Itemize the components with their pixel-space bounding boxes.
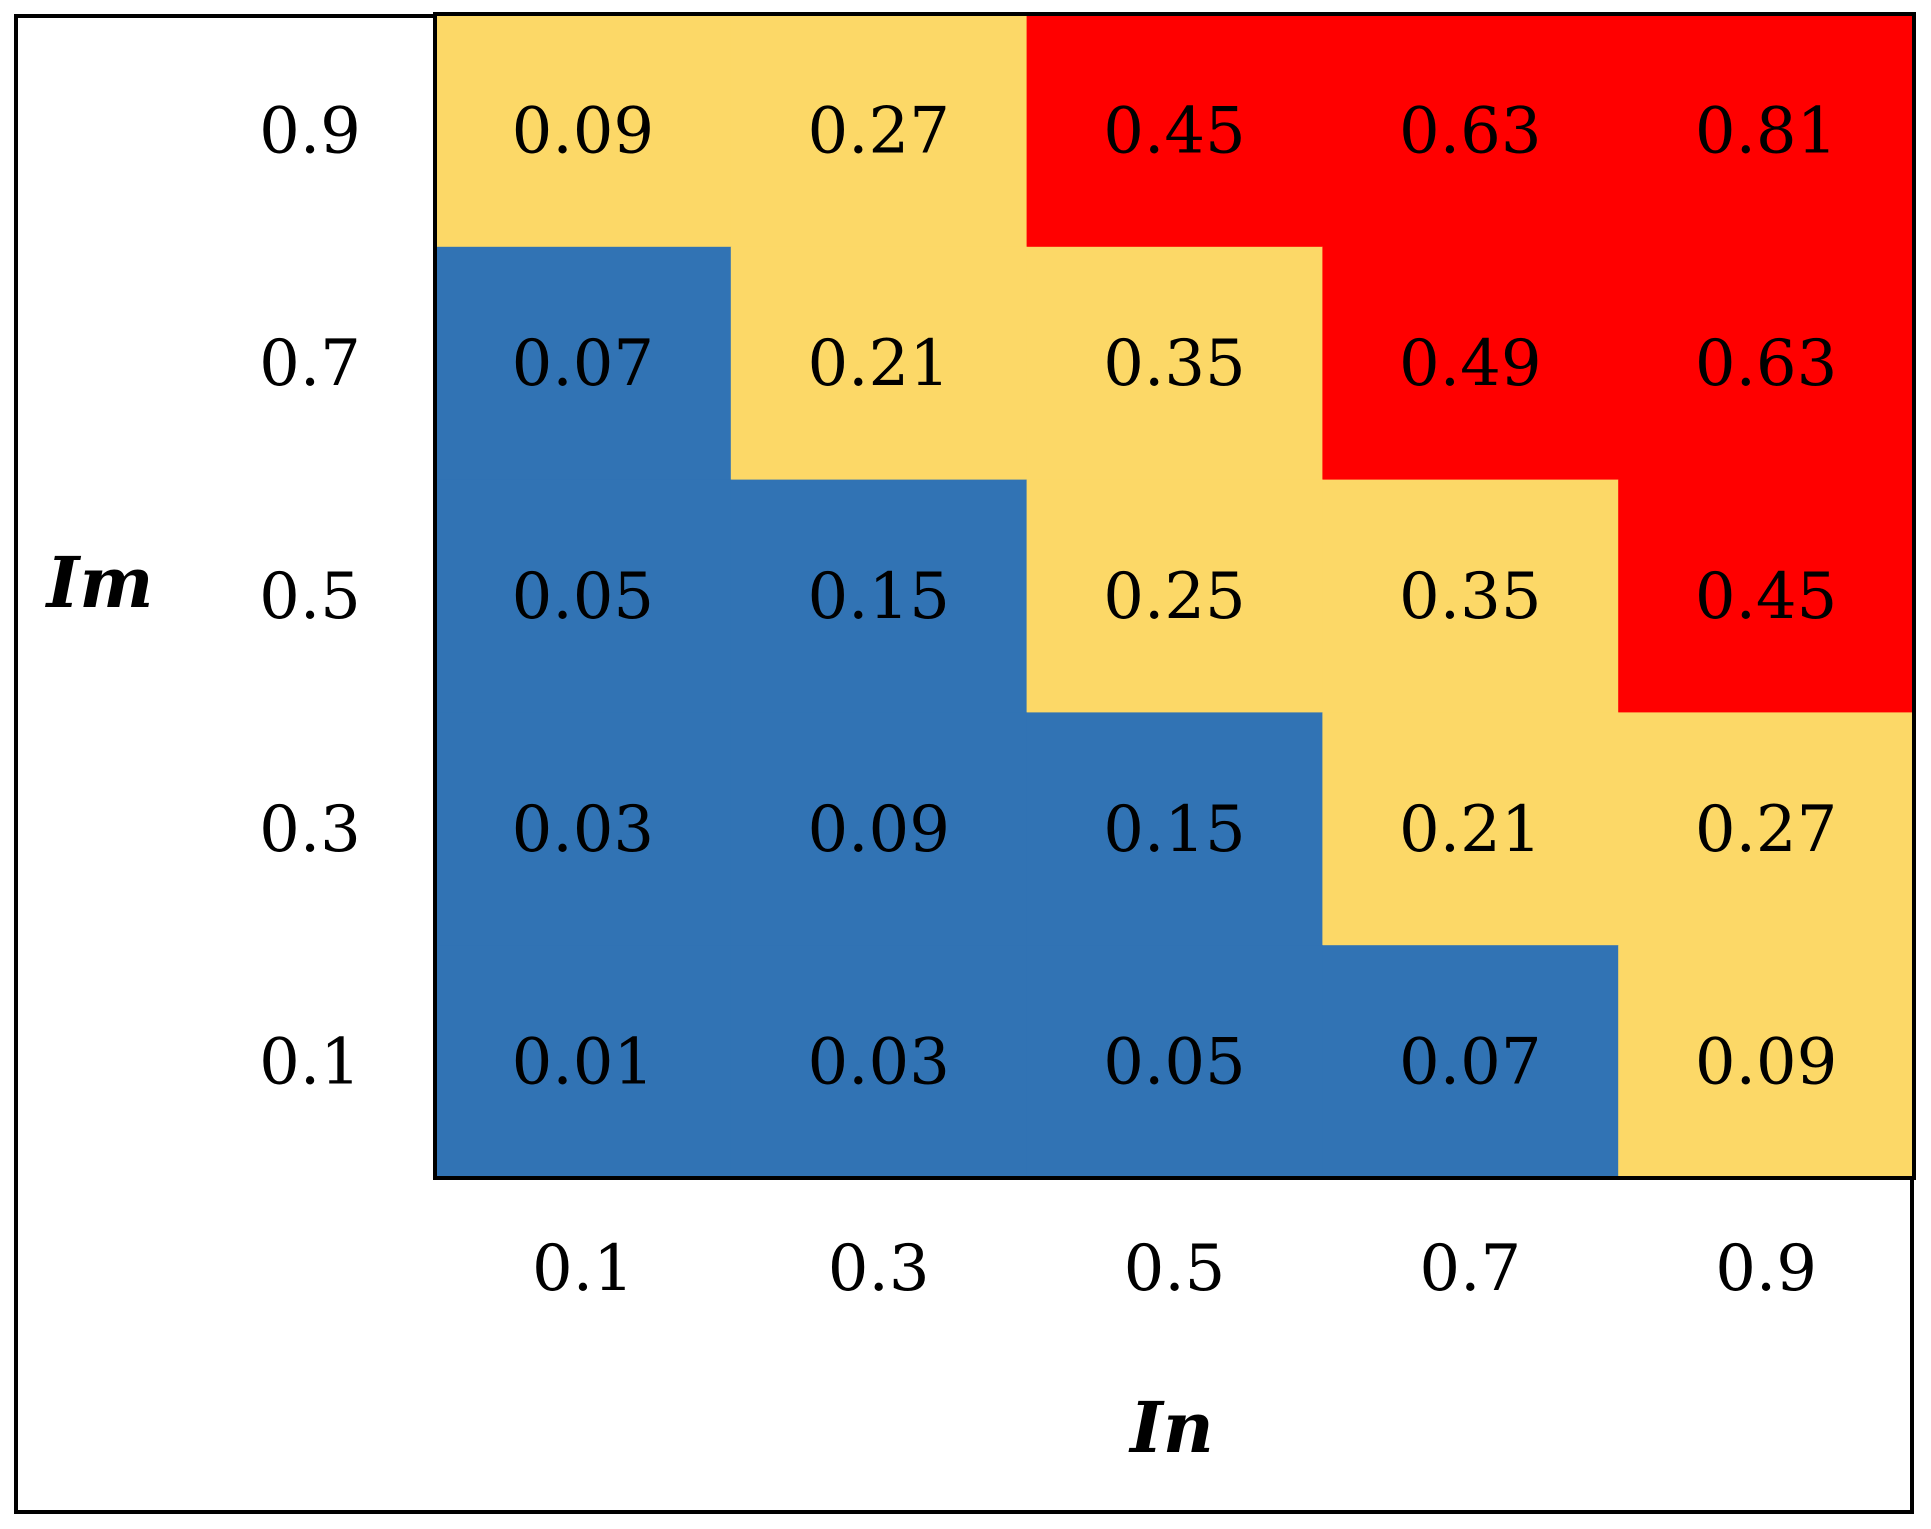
heatmap-cell-r1-c0 xyxy=(435,246,732,481)
cells-layer xyxy=(435,14,1915,1179)
heatmap-cell-r4-c3 xyxy=(1322,945,1619,1179)
cell-value-label: 0.27 xyxy=(807,94,950,168)
cell-value-label: 0.05 xyxy=(512,560,655,634)
plot-border xyxy=(433,12,1916,1180)
cell-value-label: 0.05 xyxy=(1103,1026,1246,1100)
cell-value-label: 0.01 xyxy=(512,1026,655,1100)
cell-value-label: 0.35 xyxy=(1103,327,1246,401)
heatmap-cell-r3-c4 xyxy=(1618,712,1915,946)
cell-value-label: 0.35 xyxy=(1399,560,1542,634)
heatmap-cell-r1-c3 xyxy=(1322,246,1619,481)
heatmap-cell-r3-c3 xyxy=(1322,712,1619,946)
x-axis-ticks: 0.1 0.3 0.5 0.7 0.9 xyxy=(532,1232,1817,1306)
cell-value-label: 0.63 xyxy=(1695,327,1838,401)
cell-value-label: 0.49 xyxy=(1399,327,1542,401)
heatmap-cell-r2-c3 xyxy=(1322,479,1619,713)
cell-value-label: 0.07 xyxy=(512,327,655,401)
cell-value-label: 0.03 xyxy=(512,793,655,867)
heatmap-cell-r1-c4 xyxy=(1618,246,1915,481)
cell-value-label: 0.81 xyxy=(1695,94,1838,168)
cell-value-label: 0.09 xyxy=(1695,1026,1838,1100)
heatmap-cell-r0-c4 xyxy=(1618,14,1915,248)
heatmap-cell-r0-c1 xyxy=(730,14,1028,248)
x-tick-label: 0.3 xyxy=(828,1232,930,1306)
y-tick-label: 0.3 xyxy=(259,793,361,867)
y-tick-label: 0.1 xyxy=(259,1026,361,1100)
labels-layer: 0.09 0.27 0.45 0.63 0.81 0.07 0.21 0.35 0.49 0.63… xyxy=(512,94,1838,1099)
cell-value-label: 0.03 xyxy=(807,1026,950,1100)
heatmap-cell-r3-c2 xyxy=(1026,712,1323,946)
y-axis-ticks: 0.9 0.7 0.5 0.3 0.1 xyxy=(259,94,361,1099)
heatmap-cell-r1-c1 xyxy=(730,246,1028,481)
y-tick-label: 0.9 xyxy=(259,94,361,168)
y-axis-title: Im xyxy=(45,541,154,624)
cell-value-label: 0.25 xyxy=(1103,560,1246,634)
cell-value-label: 0.15 xyxy=(1103,793,1246,867)
x-tick-label: 0.1 xyxy=(532,1232,634,1306)
heatmap-cell-r2-c2 xyxy=(1026,479,1323,713)
cell-value-label: 0.45 xyxy=(1103,94,1246,168)
x-tick-label: 0.5 xyxy=(1124,1232,1226,1306)
cell-value-label: 0.21 xyxy=(1399,793,1542,867)
y-tick-label: 0.7 xyxy=(259,327,361,401)
cell-value-label: 0.21 xyxy=(807,327,950,401)
heatmap-cell-r3-c1 xyxy=(730,712,1028,946)
x-tick-label: 0.9 xyxy=(1715,1232,1817,1306)
heatmap-cell-r2-c0 xyxy=(435,479,732,713)
heatmap-cell-r4-c2 xyxy=(1026,945,1323,1179)
cell-value-label: 0.45 xyxy=(1695,560,1838,634)
heatmap-cell-r1-c2 xyxy=(1026,246,1323,481)
heatmap-cell-r4-c1 xyxy=(730,945,1028,1179)
cell-value-label: 0.07 xyxy=(1399,1026,1542,1100)
x-tick-label: 0.7 xyxy=(1419,1232,1521,1306)
cell-value-label: 0.15 xyxy=(807,560,950,634)
heatmap-cell-r0-c0 xyxy=(435,14,732,248)
heatmap-cell-r2-c1 xyxy=(730,479,1028,713)
x-axis-title: In xyxy=(1128,1386,1214,1469)
cell-value-label: 0.63 xyxy=(1399,94,1542,168)
y-tick-label: 0.5 xyxy=(259,560,361,634)
heatmap-cell-r4-c4 xyxy=(1618,945,1915,1179)
heatmap-cell-r0-c2 xyxy=(1026,14,1323,248)
heatmap-cell-r3-c0 xyxy=(435,712,732,946)
cell-value-label: 0.09 xyxy=(807,793,950,867)
heatmap-cell-r0-c3 xyxy=(1322,14,1619,248)
heatmap-cell-r2-c4 xyxy=(1618,479,1915,713)
cell-value-label: 0.27 xyxy=(1695,793,1838,867)
cell-value-label: 0.09 xyxy=(512,94,655,168)
heatmap-cell-r4-c0 xyxy=(435,945,732,1179)
